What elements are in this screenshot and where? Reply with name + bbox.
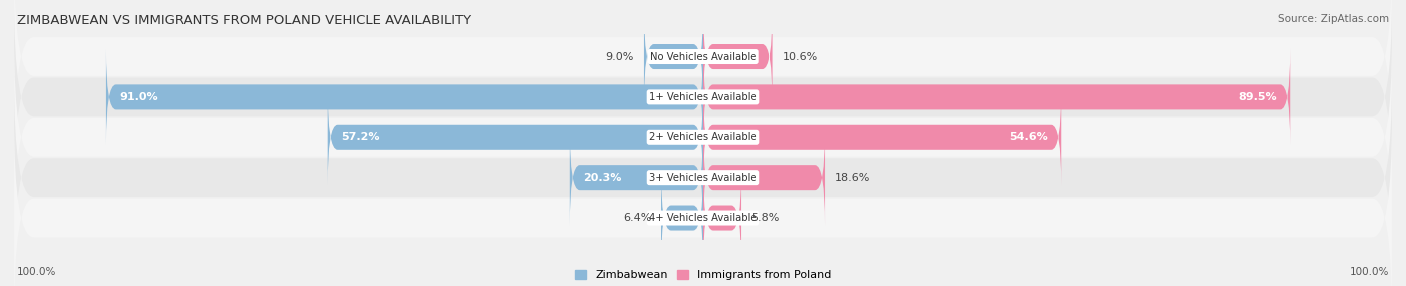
Text: 100.0%: 100.0%	[17, 267, 56, 277]
FancyBboxPatch shape	[105, 49, 703, 145]
FancyBboxPatch shape	[14, 35, 1392, 239]
FancyBboxPatch shape	[661, 170, 703, 266]
FancyBboxPatch shape	[14, 76, 1392, 279]
Text: 9.0%: 9.0%	[606, 51, 634, 61]
FancyBboxPatch shape	[703, 9, 772, 105]
FancyBboxPatch shape	[703, 170, 741, 266]
FancyBboxPatch shape	[569, 130, 703, 226]
FancyBboxPatch shape	[703, 49, 1291, 145]
FancyBboxPatch shape	[14, 116, 1392, 286]
Text: 57.2%: 57.2%	[340, 132, 380, 142]
Text: 2+ Vehicles Available: 2+ Vehicles Available	[650, 132, 756, 142]
Text: 89.5%: 89.5%	[1239, 92, 1277, 102]
Text: 20.3%: 20.3%	[583, 173, 621, 183]
FancyBboxPatch shape	[703, 130, 825, 226]
Text: 6.4%: 6.4%	[623, 213, 651, 223]
Text: Source: ZipAtlas.com: Source: ZipAtlas.com	[1278, 14, 1389, 24]
Text: 100.0%: 100.0%	[1350, 267, 1389, 277]
Legend: Zimbabwean, Immigrants from Poland: Zimbabwean, Immigrants from Poland	[575, 270, 831, 281]
Text: No Vehicles Available: No Vehicles Available	[650, 51, 756, 61]
Text: 4+ Vehicles Available: 4+ Vehicles Available	[650, 213, 756, 223]
Text: 10.6%: 10.6%	[782, 51, 818, 61]
FancyBboxPatch shape	[644, 9, 703, 105]
Text: 1+ Vehicles Available: 1+ Vehicles Available	[650, 92, 756, 102]
Text: 5.8%: 5.8%	[751, 213, 779, 223]
FancyBboxPatch shape	[703, 89, 1062, 185]
Text: 3+ Vehicles Available: 3+ Vehicles Available	[650, 173, 756, 183]
FancyBboxPatch shape	[14, 0, 1392, 199]
FancyBboxPatch shape	[328, 89, 703, 185]
Text: ZIMBABWEAN VS IMMIGRANTS FROM POLAND VEHICLE AVAILABILITY: ZIMBABWEAN VS IMMIGRANTS FROM POLAND VEH…	[17, 14, 471, 27]
Text: 54.6%: 54.6%	[1010, 132, 1047, 142]
FancyBboxPatch shape	[14, 0, 1392, 158]
Text: 91.0%: 91.0%	[120, 92, 157, 102]
Text: 18.6%: 18.6%	[835, 173, 870, 183]
